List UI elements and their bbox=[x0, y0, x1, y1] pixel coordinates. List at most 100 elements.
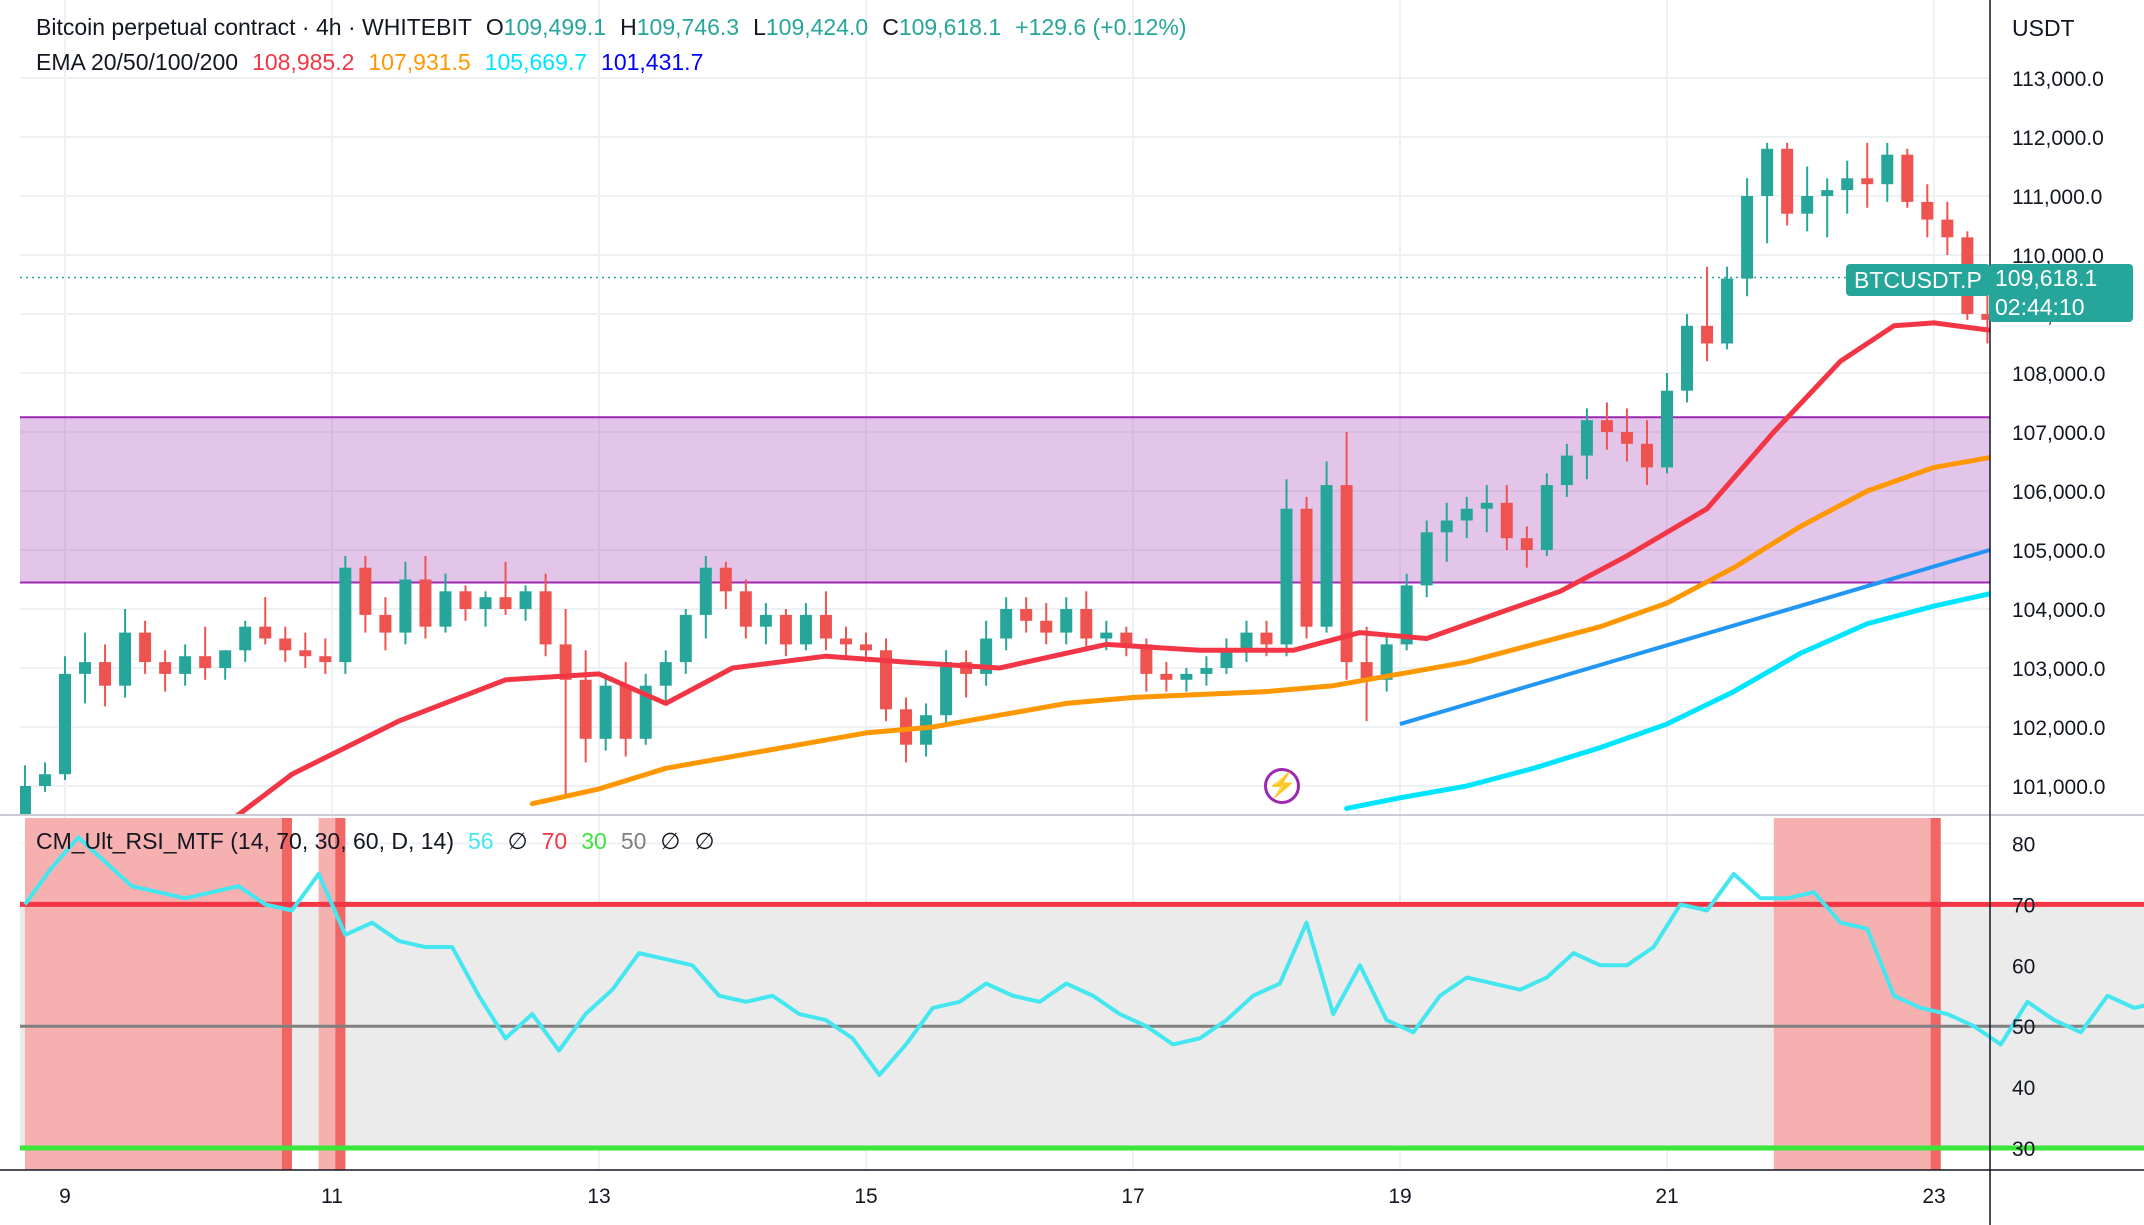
candle-body bbox=[1521, 538, 1533, 550]
candle-body bbox=[1060, 609, 1072, 633]
candle-body bbox=[219, 650, 231, 668]
rsi-overbought-edge bbox=[335, 818, 345, 1170]
candle-body bbox=[239, 627, 251, 651]
candle-body bbox=[740, 591, 752, 626]
candle-body bbox=[520, 591, 532, 609]
ema-legend[interactable]: EMA 20/50/100/200 108,985.2 107,931.5 10… bbox=[36, 49, 703, 76]
candle-body bbox=[1781, 149, 1793, 214]
candle-body bbox=[1701, 326, 1713, 344]
candle-body bbox=[439, 591, 451, 626]
lightning-icon[interactable]: ⚡ bbox=[1264, 768, 1300, 804]
rsi-mid: 50 bbox=[621, 828, 647, 855]
close-value: 109,618.1 bbox=[899, 14, 1001, 41]
candle-body bbox=[720, 568, 732, 592]
candle-body bbox=[760, 615, 772, 627]
ema50-value: 107,931.5 bbox=[368, 49, 470, 76]
candle-body bbox=[1220, 650, 1232, 668]
price-tick-label: 107,000.0 bbox=[2012, 422, 2105, 445]
time-tick-label: 23 bbox=[1922, 1185, 1945, 1208]
candle-body bbox=[1160, 674, 1172, 680]
candle-body bbox=[1541, 485, 1553, 550]
rsi-legend[interactable]: CM_Ult_RSI_MTF (14, 70, 30, 60, D, 14) 5… bbox=[36, 828, 715, 855]
candle-body bbox=[339, 568, 351, 662]
candle-body bbox=[199, 656, 211, 668]
ema100-value: 105,669.7 bbox=[485, 49, 587, 76]
candle-body bbox=[1561, 456, 1573, 486]
candle-body bbox=[1461, 509, 1473, 521]
candle-body bbox=[500, 597, 512, 609]
candle-body bbox=[1921, 202, 1933, 220]
price-tick-label: 104,000.0 bbox=[2012, 599, 2105, 622]
price-tick-label: 106,000.0 bbox=[2012, 481, 2105, 504]
candle-body bbox=[179, 656, 191, 674]
symbol-tag: BTCUSDT.P bbox=[1846, 264, 1990, 296]
time-tick-label: 17 bbox=[1121, 1185, 1144, 1208]
ohlc-legend: Bitcoin perpetual contract · 4h · WHITEB… bbox=[36, 14, 1186, 41]
candle-body bbox=[1621, 432, 1633, 444]
currency-label[interactable]: USDT bbox=[2012, 15, 2075, 42]
candle-body bbox=[1941, 220, 1953, 238]
candle-body bbox=[600, 686, 612, 739]
candle-body bbox=[1240, 633, 1252, 651]
candle-body bbox=[1000, 609, 1012, 639]
rsi-pane bbox=[20, 818, 2144, 1170]
time-tick-label: 9 bbox=[59, 1185, 71, 1208]
rsi-tick-label: 60 bbox=[2012, 955, 2035, 978]
candle-body bbox=[1100, 633, 1112, 639]
candle-body bbox=[1721, 279, 1733, 344]
candle-body bbox=[1841, 178, 1853, 190]
rsi-tick-label: 80 bbox=[2012, 834, 2035, 857]
candle-body bbox=[359, 568, 371, 615]
rsi-upper: 70 bbox=[542, 828, 568, 855]
candle-body bbox=[1761, 149, 1773, 196]
close-label: C bbox=[882, 14, 899, 41]
candle-body bbox=[99, 662, 111, 686]
candle-body bbox=[780, 615, 792, 645]
rsi-value: 56 bbox=[468, 828, 494, 855]
candle-body bbox=[580, 680, 592, 739]
ema200-value: 101,431.7 bbox=[601, 49, 703, 76]
low-label: L bbox=[753, 14, 766, 41]
candle-body bbox=[480, 597, 492, 609]
last-price-tag: 109,618.1 02:44:10 bbox=[1989, 264, 2133, 322]
rsi-overbought-band bbox=[1774, 818, 1941, 1170]
supply-zone bbox=[20, 417, 1990, 582]
rsi-lower: 30 bbox=[581, 828, 607, 855]
supply-zone-fill bbox=[20, 417, 1990, 582]
candle-body bbox=[259, 627, 271, 639]
candle-body bbox=[540, 591, 552, 644]
candle-body bbox=[379, 615, 391, 633]
open-label: O bbox=[486, 14, 504, 41]
candle-body bbox=[19, 786, 31, 816]
ema-label: EMA 20/50/100/200 bbox=[36, 49, 238, 76]
candle-body bbox=[1661, 391, 1673, 468]
candle-body bbox=[940, 662, 952, 715]
candle-body bbox=[139, 633, 151, 663]
price-tick-label: 111,000.0 bbox=[2012, 186, 2102, 209]
candle-body bbox=[119, 633, 131, 686]
candle-body bbox=[1481, 503, 1493, 509]
candle-body bbox=[1881, 155, 1893, 185]
candle-body bbox=[159, 662, 171, 674]
time-tick-label: 11 bbox=[321, 1185, 343, 1208]
candle-body bbox=[660, 662, 672, 686]
candle-body bbox=[1581, 420, 1593, 455]
candle-body bbox=[1120, 633, 1132, 645]
symbol-tag-text: BTCUSDT.P bbox=[1854, 267, 1982, 293]
rsi-sym3: ∅ bbox=[694, 828, 714, 855]
rsi-overbought-edge bbox=[1931, 818, 1941, 1170]
time-tick-label: 19 bbox=[1388, 1185, 1411, 1208]
candle-body bbox=[820, 615, 832, 639]
candle-body bbox=[840, 639, 852, 645]
price-tick-label: 112,000.0 bbox=[2012, 127, 2104, 150]
high-label: H bbox=[620, 14, 637, 41]
symbol-description[interactable]: Bitcoin perpetual contract · 4h · WHITEB… bbox=[36, 14, 472, 41]
candle-body bbox=[1861, 178, 1873, 184]
candle-body bbox=[1200, 668, 1212, 674]
candle-body bbox=[860, 644, 872, 650]
price-tick-label: 105,000.0 bbox=[2012, 540, 2105, 563]
price-tick-label: 101,000.0 bbox=[2012, 776, 2105, 799]
candle-body bbox=[1441, 521, 1453, 533]
bar-countdown: 02:44:10 bbox=[1995, 293, 2127, 321]
